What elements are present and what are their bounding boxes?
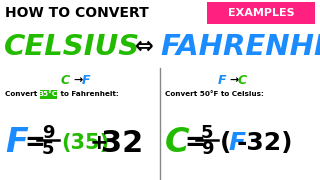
Text: Convert 50°F to Celsius:: Convert 50°F to Celsius: bbox=[165, 91, 264, 97]
Text: (35): (35) bbox=[61, 133, 109, 153]
Text: 5: 5 bbox=[201, 124, 213, 142]
Text: EXAMPLES: EXAMPLES bbox=[228, 8, 294, 18]
Text: 9: 9 bbox=[201, 140, 213, 158]
Text: =: = bbox=[184, 131, 205, 155]
Text: C: C bbox=[238, 73, 247, 87]
FancyBboxPatch shape bbox=[207, 2, 315, 24]
Text: 9: 9 bbox=[42, 124, 54, 142]
Text: →: → bbox=[229, 75, 238, 85]
Text: 5: 5 bbox=[42, 140, 54, 158]
Text: F: F bbox=[228, 131, 245, 155]
Text: -32): -32) bbox=[237, 131, 293, 155]
Text: (: ( bbox=[220, 131, 231, 155]
Text: 32: 32 bbox=[101, 129, 143, 158]
Text: HOW TO CONVERT: HOW TO CONVERT bbox=[5, 6, 149, 20]
Text: C: C bbox=[61, 73, 70, 87]
Text: C: C bbox=[165, 127, 189, 159]
Text: =: = bbox=[24, 131, 45, 155]
Text: 35°C: 35°C bbox=[39, 91, 58, 97]
Text: Convert: Convert bbox=[5, 91, 40, 97]
Text: +: + bbox=[90, 133, 108, 153]
Text: →: → bbox=[73, 75, 82, 85]
Text: CELSIUS: CELSIUS bbox=[4, 33, 140, 61]
Text: F: F bbox=[5, 127, 28, 159]
Text: to Fahrenheit:: to Fahrenheit: bbox=[58, 91, 119, 97]
Text: F: F bbox=[218, 73, 226, 87]
FancyBboxPatch shape bbox=[40, 89, 57, 98]
Text: FAHRENHEIT: FAHRENHEIT bbox=[160, 33, 320, 61]
Text: F: F bbox=[82, 73, 91, 87]
Text: ⇔: ⇔ bbox=[135, 37, 153, 57]
